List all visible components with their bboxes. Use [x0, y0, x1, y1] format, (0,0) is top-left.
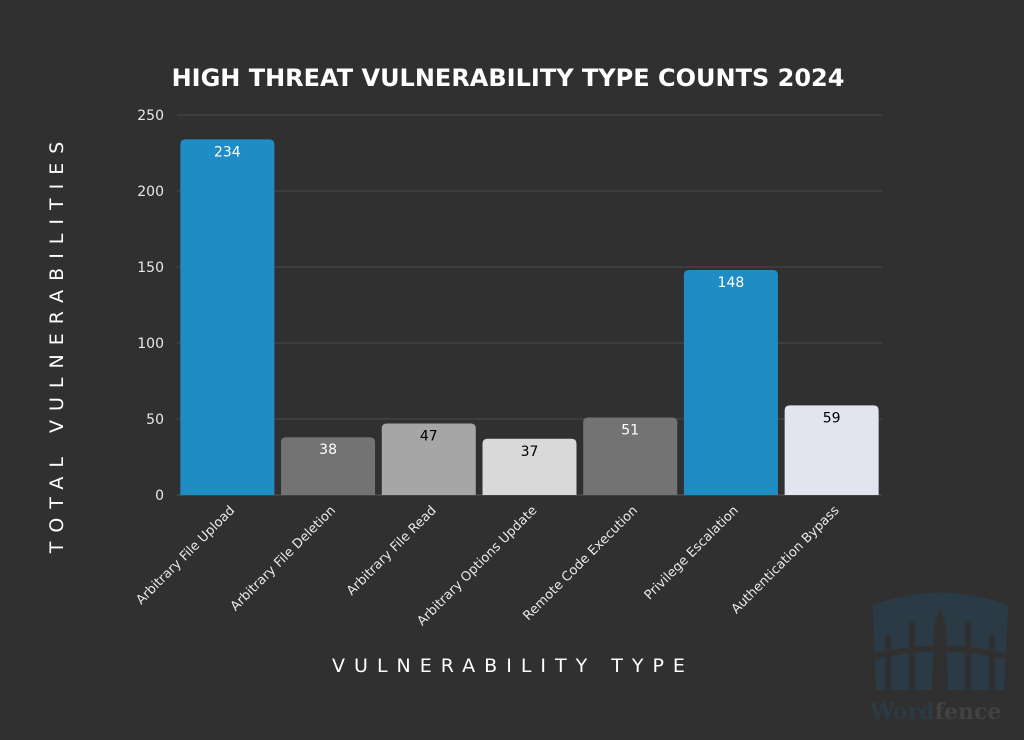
bar [281, 437, 376, 495]
bar [482, 438, 577, 495]
x-tick-label: Authentication Bypass [729, 503, 843, 617]
svg-text:Wordfence: Wordfence [869, 699, 1001, 725]
x-axis-label: VULNERABILITY TYPE [332, 655, 694, 677]
x-tick-label: Arbitrary File Read [344, 503, 440, 599]
data-label: 148 [718, 275, 745, 291]
y-tick-label: 200 [137, 184, 164, 200]
bar [583, 417, 678, 495]
y-tick-label: 250 [137, 108, 164, 124]
y-tick-label: 100 [137, 336, 164, 352]
bar [381, 423, 476, 495]
x-tick-label: Remote Code Execution [520, 503, 641, 624]
y-tick-label: 50 [146, 412, 164, 428]
data-label: 37 [521, 444, 539, 460]
x-tick-label: Arbitrary File Deletion [228, 503, 339, 614]
bar [683, 270, 778, 495]
chart-title: HIGH THREAT VULNERABILITY TYPE COUNTS 20… [172, 64, 845, 92]
y-tick-label: 0 [155, 488, 164, 504]
data-label: 51 [621, 422, 639, 438]
wordfence-logo: Wordfence [869, 592, 1009, 725]
x-tick-label: Privilege Escalation [642, 503, 742, 603]
data-label: 234 [214, 144, 241, 160]
x-tick-label: Arbitrary File Upload [133, 503, 238, 608]
bar [784, 405, 879, 495]
data-label: 38 [319, 442, 337, 458]
bar [180, 139, 275, 495]
data-label: 47 [420, 429, 438, 445]
data-label: 59 [823, 410, 841, 426]
y-tick-label: 150 [137, 260, 164, 276]
y-axis-label: TOTAL VULNERABILITIES [46, 133, 68, 555]
x-tick-label: Arbitrary Options Update [414, 503, 540, 629]
